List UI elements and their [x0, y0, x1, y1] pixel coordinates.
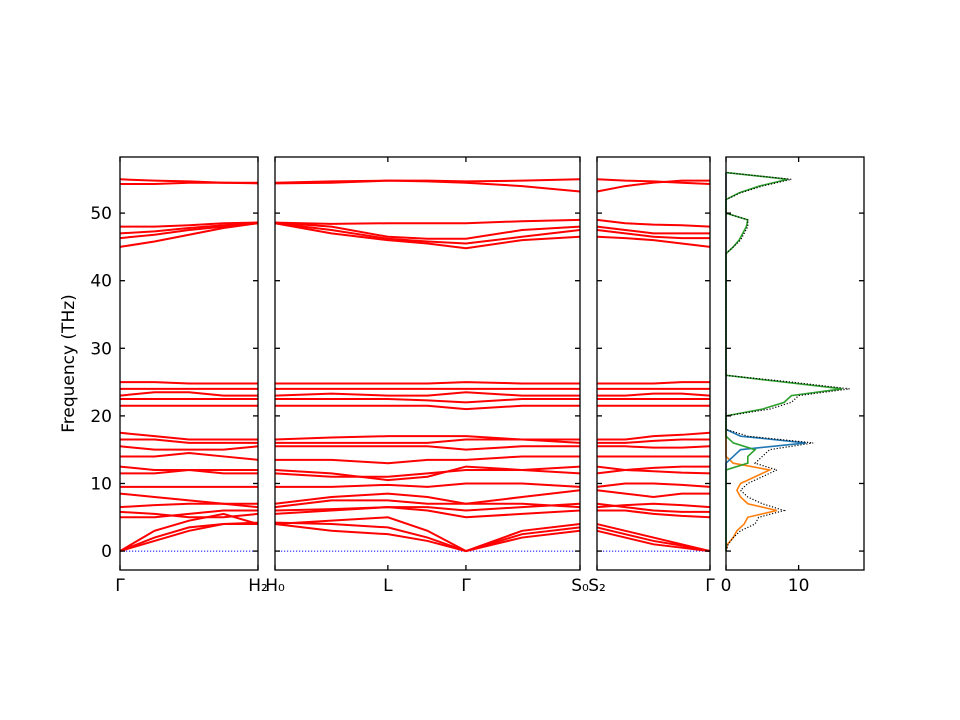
band-line: [119, 521, 259, 553]
y-tick-label: 50: [90, 204, 112, 224]
band-line: [596, 179, 710, 193]
band-line: [596, 529, 711, 553]
plot-frame: [274, 156, 581, 571]
band-line: [119, 502, 259, 509]
band-line: [596, 526, 711, 553]
plot-frame: [119, 156, 259, 571]
band-line: [119, 512, 259, 552]
band-line: [274, 435, 580, 441]
band-line: [274, 516, 581, 553]
band-line: [119, 445, 259, 451]
band-line: [274, 502, 581, 515]
band-line: [596, 465, 710, 475]
y-tick-label: 0: [101, 542, 112, 562]
band-line: [120, 509, 258, 519]
x-tick-label: H₂: [248, 576, 268, 596]
band-line: [119, 465, 258, 471]
band-line: [596, 225, 710, 235]
x-tick-label: Γ: [705, 576, 715, 596]
band-line: [274, 218, 581, 225]
plot-frame: [596, 156, 711, 571]
band-line: [596, 502, 711, 509]
band-line: [274, 523, 581, 553]
band-line: [596, 229, 710, 240]
plot-frame: [725, 156, 865, 571]
band-line: [119, 431, 258, 441]
x-tick-label: L: [383, 576, 393, 596]
x-tick-label: Γ: [461, 576, 471, 596]
band-line: [274, 489, 581, 505]
band-line: [274, 506, 581, 519]
band-line: [119, 510, 259, 519]
band-line: [120, 438, 258, 444]
band-line: [275, 455, 580, 465]
band-line: [274, 222, 581, 250]
band-line: [120, 452, 259, 461]
band-line: [596, 482, 711, 488]
band-line: [597, 431, 711, 441]
band-line: [597, 509, 711, 519]
band-line: [274, 521, 581, 553]
x-tick-label: Γ: [115, 576, 125, 596]
y-axis-label: Frequency (THz): [59, 294, 79, 433]
x-tick-label: S₂: [588, 576, 606, 596]
band-line: [274, 499, 581, 509]
band-line: [274, 465, 581, 482]
band-line: [597, 445, 711, 449]
band-line: [275, 381, 580, 385]
band-line: [274, 222, 581, 245]
x-tick-label: 10: [788, 576, 810, 596]
x-tick-label: 0: [721, 576, 732, 596]
band-line: [596, 218, 711, 228]
band-line: [120, 381, 258, 385]
y-tick-label: 20: [90, 407, 112, 427]
y-tick-label: 30: [90, 339, 112, 359]
band-line: [596, 178, 711, 186]
band-line: [119, 221, 259, 235]
band-line: [119, 178, 258, 184]
band-line: [119, 222, 259, 240]
y-tick-label: 40: [90, 272, 112, 292]
band-line: [596, 489, 710, 499]
band-line: [119, 492, 258, 505]
band-line: [275, 445, 580, 451]
band-line: [597, 438, 710, 444]
band-line: [120, 221, 259, 228]
band-line: [597, 392, 711, 397]
x-tick-label: H₀: [265, 576, 285, 596]
x-tick-label: S₀: [571, 576, 589, 596]
band-line: [275, 397, 580, 404]
band-line: [119, 391, 258, 397]
band-line: [597, 381, 710, 385]
band-line: [275, 404, 580, 411]
band-line: [274, 178, 581, 184]
dos-line: [725, 171, 850, 552]
band-line: [596, 235, 711, 248]
band-line: [274, 391, 580, 397]
y-tick-label: 10: [90, 474, 112, 494]
band-line: [275, 482, 581, 488]
band-line: [596, 465, 711, 475]
band-line: [274, 221, 581, 240]
